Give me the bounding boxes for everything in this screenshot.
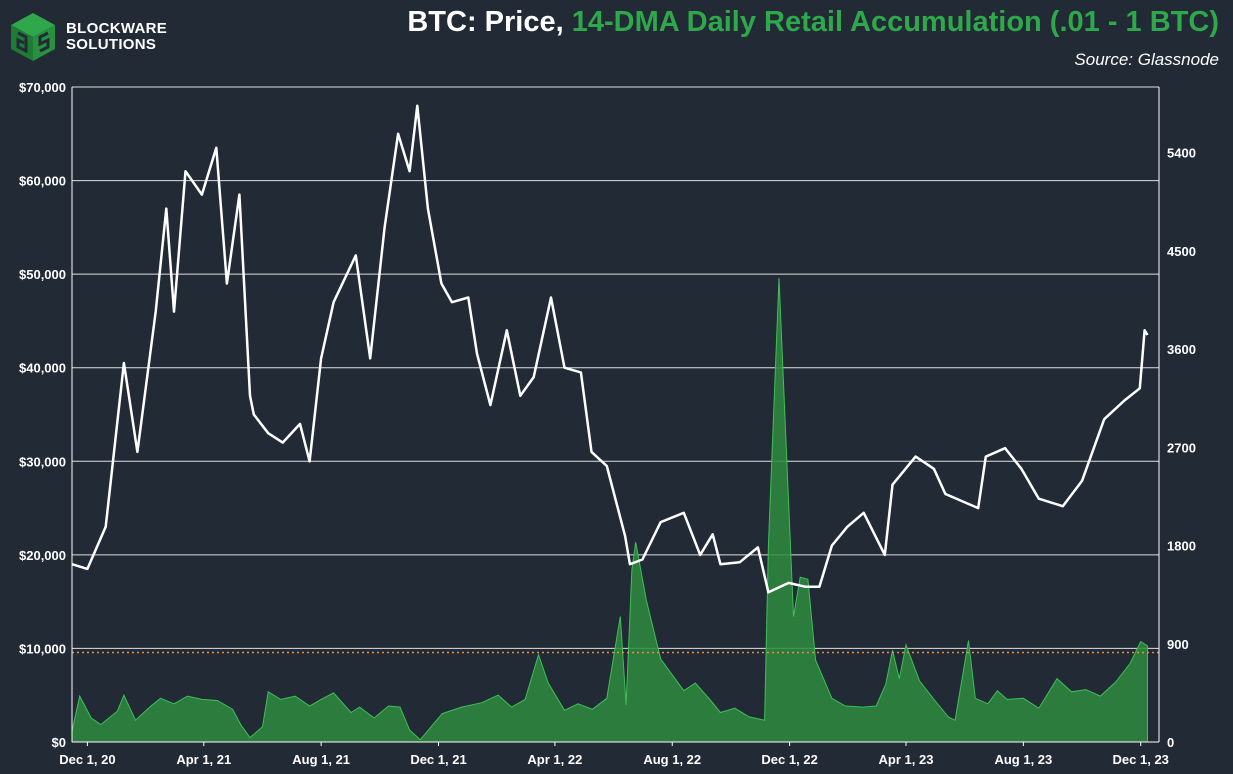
- logo-wordmark: BLOCKWARE SOLUTIONS: [66, 21, 167, 53]
- y-right-tick-2: 1800: [1167, 539, 1196, 554]
- y-left-tick-1: $10,000: [19, 641, 66, 656]
- y-left-tick-3: $30,000: [19, 454, 66, 469]
- chart-source: Source: Glassnode: [1074, 50, 1219, 69]
- y-right-tick-6: 5400: [1167, 146, 1196, 161]
- y-left-tick-0: $0: [52, 735, 66, 750]
- chart-title-price: BTC: Price,: [407, 6, 564, 38]
- x-tick-1: Apr 1, 21: [176, 752, 231, 767]
- y-right-tick-3: 2700: [1167, 440, 1196, 455]
- plot-frame: [71, 87, 1160, 743]
- chart-title-accumulation: 14-DMA Daily Retail Accumulation (.01 - …: [563, 6, 1219, 38]
- blockware-cube-icon: [11, 13, 55, 61]
- logo-line-2: SOLUTIONS: [66, 36, 157, 53]
- blockware-logo: BLOCKWARE SOLUTIONS: [8, 10, 178, 64]
- right-axis-ticks: 0 900 1800 2700 3600 4500 5400: [1167, 146, 1196, 751]
- logo-line-1: BLOCKWARE: [66, 20, 168, 37]
- y-left-tick-2: $20,000: [19, 548, 66, 563]
- left-axis-ticks: $0 $10,000 $20,000 $30,000 $40,000 $50,000 $60…: [19, 80, 66, 750]
- x-tick-5: Aug 1, 22: [643, 752, 701, 767]
- x-tick-3: Dec 1, 21: [410, 752, 466, 767]
- y-left-tick-7: $70,000: [19, 80, 66, 95]
- chart-title: BTC: Price, 14-DMA Daily Retail Accumula…: [407, 6, 1219, 39]
- x-axis-ticks: Dec 1, 20 Apr 1, 21 Aug 1, 21 Dec 1, 21 Apr …: [59, 742, 1169, 767]
- retail-accumulation-area: [71, 277, 1148, 743]
- x-tick-4: Apr 1, 22: [527, 752, 582, 767]
- y-right-tick-5: 4500: [1167, 244, 1196, 259]
- x-tick-6: Dec 1, 22: [761, 752, 817, 767]
- x-tick-8: Aug 1, 23: [994, 752, 1052, 767]
- y-left-tick-5: $50,000: [19, 267, 66, 282]
- y-right-tick-4: 3600: [1167, 342, 1196, 357]
- x-tick-2: Aug 1, 21: [292, 752, 350, 767]
- y-left-tick-6: $60,000: [19, 174, 66, 189]
- y-left-tick-4: $40,000: [19, 361, 66, 376]
- x-tick-9: Dec 1, 23: [1113, 752, 1169, 767]
- y-right-tick-1: 900: [1167, 637, 1189, 652]
- x-tick-0: Dec 1, 20: [59, 752, 115, 767]
- x-tick-7: Apr 1, 23: [879, 752, 934, 767]
- y-right-tick-0: 0: [1167, 735, 1174, 750]
- btc-price-line: [71, 104, 1149, 594]
